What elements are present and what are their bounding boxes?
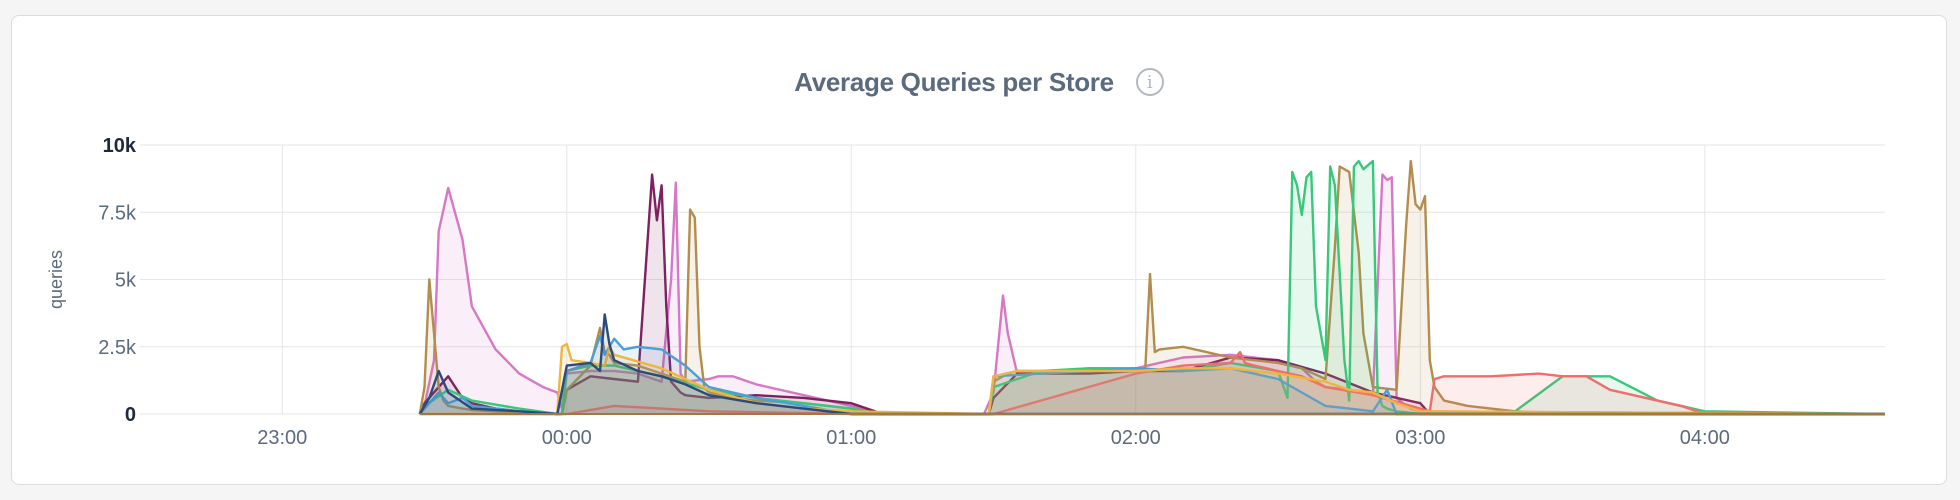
x-tick-label: 04:00: [1680, 427, 1730, 449]
series-area-6: [419, 344, 1885, 414]
series-line-6: [419, 342, 1886, 416]
series-area-2: [419, 161, 1885, 414]
info-icon[interactable]: i: [1135, 68, 1164, 96]
y-tick-label: 10k: [103, 135, 137, 157]
y-axis-label: queries: [46, 250, 66, 309]
series-area-5: [419, 336, 1885, 414]
y-tick-label: 5k: [115, 270, 137, 292]
x-tick-label: 23:00: [257, 427, 307, 449]
series-area-3: [419, 161, 1885, 414]
series-area-7: [419, 314, 1885, 414]
y-tick-label: 7.5k: [98, 202, 137, 224]
series-area-4: [419, 352, 1885, 414]
chart-header: Average Queries per Store i: [12, 62, 1946, 102]
series-line-5: [418, 334, 1885, 416]
x-tick-label: 02:00: [1111, 427, 1161, 449]
x-tick-label: 03:00: [1395, 427, 1445, 449]
y-tick-label: 2.5k: [98, 337, 137, 359]
x-tick-label: 00:00: [542, 427, 592, 449]
x-tick-label: 01:00: [826, 427, 876, 449]
chart-card: Average Queries per Store i: [11, 15, 1947, 485]
chart-title: Average Queries per Store: [794, 66, 1114, 97]
y-tick-label: 0: [125, 404, 136, 426]
series-line-3: [418, 159, 1886, 416]
series-line-7: [418, 313, 1885, 416]
